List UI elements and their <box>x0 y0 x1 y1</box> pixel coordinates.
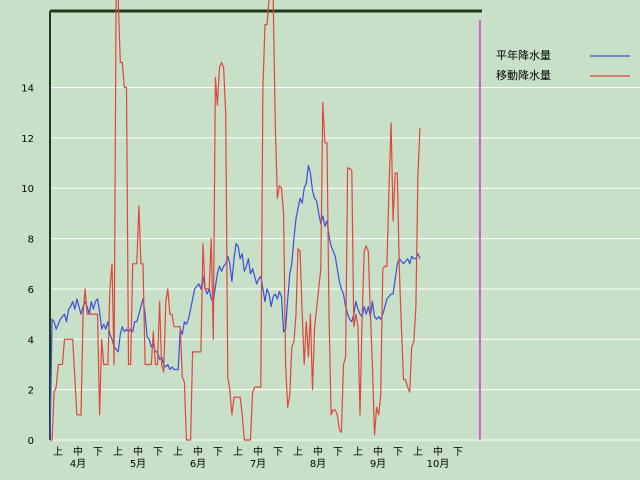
y-tick-label: 2 <box>28 386 34 397</box>
x-dekad-label: 上 <box>173 446 183 458</box>
x-dekad-label: 下 <box>93 447 103 458</box>
x-month-label: 5月 <box>130 458 146 470</box>
y-tick-label: 12 <box>21 134 34 145</box>
x-dekad-label: 下 <box>453 447 463 458</box>
x-dekad-label: 上 <box>113 446 123 458</box>
x-month-label: 7月 <box>250 458 266 470</box>
x-dekad-label: 中 <box>253 445 263 458</box>
y-tick-label: 0 <box>28 436 34 447</box>
y-tick-label: 8 <box>28 235 34 246</box>
x-dekad-label: 上 <box>353 446 363 458</box>
y-tick-label: 6 <box>28 285 34 296</box>
tick-labels: 02468101214上中下上中下上中下上中下上中下上中下上中下4月 5月 6月 7月… <box>21 84 463 470</box>
x-dekad-label: 下 <box>213 447 223 458</box>
series-line-normal <box>49 165 421 441</box>
x-month-label: 4月 <box>70 458 86 470</box>
x-month-label: 8月 <box>310 458 326 470</box>
x-month-label: 10月 <box>427 458 450 470</box>
axes <box>49 9 482 441</box>
x-dekad-label: 中 <box>193 445 203 458</box>
x-dekad-label: 上 <box>53 446 63 458</box>
x-dekad-label: 上 <box>233 446 243 458</box>
x-dekad-label: 中 <box>73 445 83 458</box>
legend-label-moving: 移動降水量 <box>496 68 551 82</box>
x-dekad-label: 中 <box>373 445 383 458</box>
x-dekad-label: 中 <box>313 445 323 458</box>
x-dekad-label: 下 <box>273 447 283 458</box>
series-line-moving <box>50 0 421 441</box>
y-tick-label: 4 <box>28 335 34 346</box>
x-dekad-label: 中 <box>133 445 143 458</box>
x-month-label: 9月 <box>370 458 386 470</box>
legend-label-normal: 平年降水量 <box>496 48 551 62</box>
x-dekad-label: 下 <box>333 447 343 458</box>
legend: 平年降水量 移動降水量 <box>496 48 630 82</box>
x-month-label: 6月 <box>190 458 206 470</box>
series-lines <box>49 0 421 441</box>
y-tick-label: 10 <box>21 184 34 195</box>
x-dekad-label: 下 <box>393 447 403 458</box>
x-dekad-label: 下 <box>153 447 163 458</box>
x-dekad-label: 上 <box>293 446 303 458</box>
y-tick-label: 14 <box>21 84 34 95</box>
x-dekad-label: 上 <box>413 446 423 458</box>
x-dekad-label: 中 <box>433 445 443 458</box>
